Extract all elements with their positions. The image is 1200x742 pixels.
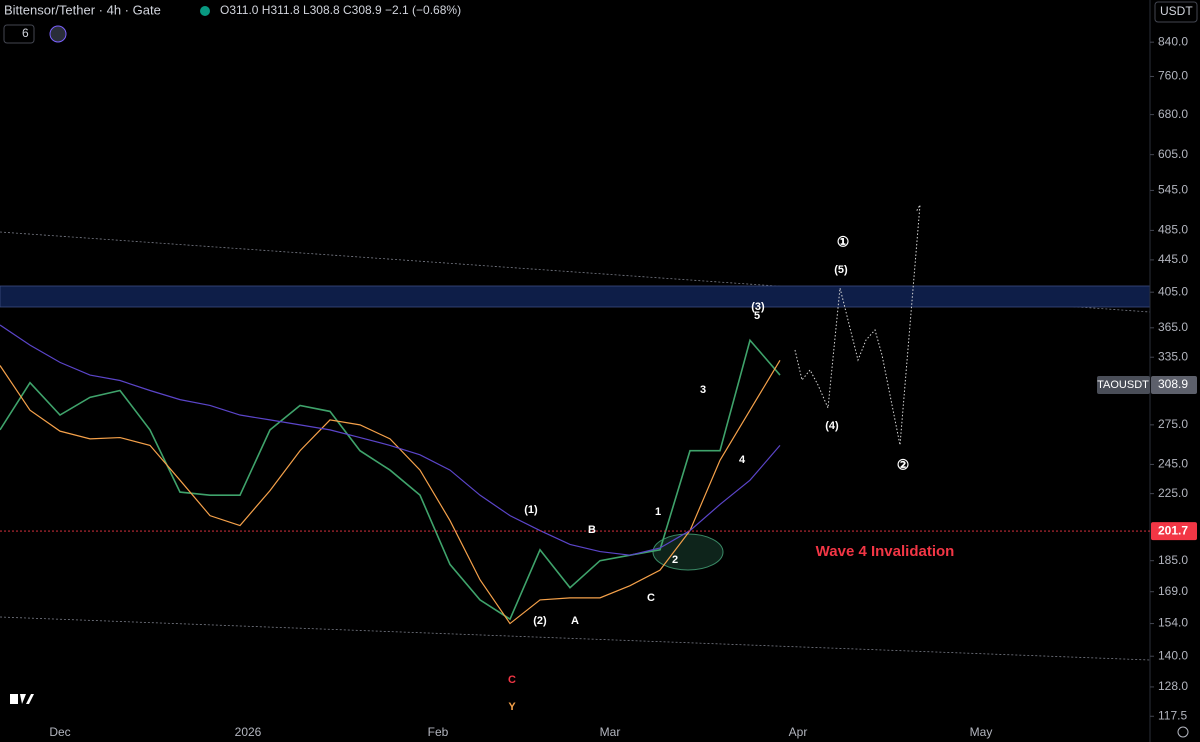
currency-button[interactable] (1154, 1, 1198, 23)
y-tick-label: 185.0 (1158, 553, 1188, 567)
resistance-zone (0, 285, 1151, 308)
invalidation-tag (1151, 522, 1197, 541)
y-tick-label: 128.0 (1158, 679, 1188, 693)
wave-label: (1) (524, 504, 538, 516)
x-tick-label: 2026 (235, 725, 262, 739)
y-tick-label: 225.0 (1158, 486, 1188, 500)
price-label: 308.9 (1158, 377, 1188, 391)
y-tick-label: 605.0 (1158, 147, 1188, 161)
y-tick-label: 154.0 (1158, 616, 1188, 630)
wave-label: (4) (825, 420, 839, 432)
projection-path (794, 204, 921, 446)
wave-label: (5) (834, 264, 848, 276)
price-line (0, 338, 781, 621)
price-line (0, 324, 781, 556)
wave-label: B (588, 524, 596, 536)
plot (0, 324, 781, 625)
y-tick-label: 445.0 (1158, 252, 1188, 266)
indicator-toggle[interactable] (3, 24, 35, 44)
invalidation-label: Wave 4 Invalidation (816, 543, 955, 560)
header-title: Bittensor/Tether · 4h · Gate (4, 2, 161, 17)
price-line (0, 359, 781, 625)
wave-label: C (647, 592, 655, 604)
wave-label: 3 (700, 384, 706, 396)
wave-label: ① (837, 234, 850, 250)
x-tick-label: May (970, 725, 993, 739)
settings-icon[interactable] (1177, 726, 1189, 738)
status-dot (200, 6, 210, 16)
wave-label: (2) (533, 615, 547, 627)
wave-label: 4 (739, 454, 746, 466)
wave-label: A (571, 615, 579, 627)
x-tick-label: Feb (428, 725, 449, 739)
sync-button[interactable] (49, 25, 67, 43)
wave-label: 5 (754, 310, 760, 322)
wave-label: 2 (672, 554, 678, 566)
y-tick-label: 140.0 (1158, 648, 1188, 662)
currency: USDT (1160, 4, 1193, 18)
y-tick-label: 117.5 (1158, 708, 1187, 722)
y-tick-label: 680.0 (1158, 107, 1188, 121)
y-tick-label: 485.0 (1158, 223, 1188, 237)
wave-label: Y (508, 701, 516, 713)
tv-logo (10, 694, 34, 704)
wave-label: (3) (751, 301, 765, 313)
y-tick-label: 335.0 (1158, 349, 1188, 363)
y-tick-label: 169.0 (1158, 584, 1188, 598)
wave-label: C (508, 674, 516, 686)
price-tag (1151, 376, 1197, 395)
y-tick-label: 365.0 (1158, 320, 1188, 334)
x-tick-label: Dec (49, 725, 70, 739)
invalidation-price: 201.7 (1158, 523, 1188, 537)
y-tick-label: 760.0 (1158, 69, 1188, 83)
header-ohlc: O311.0 H311.8 L308.8 C308.9 −2.1 (−0.68%… (220, 3, 461, 17)
wave-label: ② (897, 457, 910, 473)
y-tick-label: 275.0 (1158, 417, 1188, 431)
indicator-count: 6 (22, 26, 29, 40)
symbol-tag (1097, 376, 1150, 395)
x-tick-label: Mar (600, 725, 621, 739)
x-tick-label: Apr (789, 725, 808, 739)
y-tick-label: 245.0 (1158, 457, 1188, 471)
y-tick-label: 545.0 (1158, 183, 1188, 197)
symbol-label: TAOUSDT (1097, 379, 1149, 391)
y-tick-label: 840.0 (1158, 34, 1188, 48)
y-tick-label: 405.0 (1158, 284, 1188, 298)
wave-label: 1 (655, 506, 661, 518)
